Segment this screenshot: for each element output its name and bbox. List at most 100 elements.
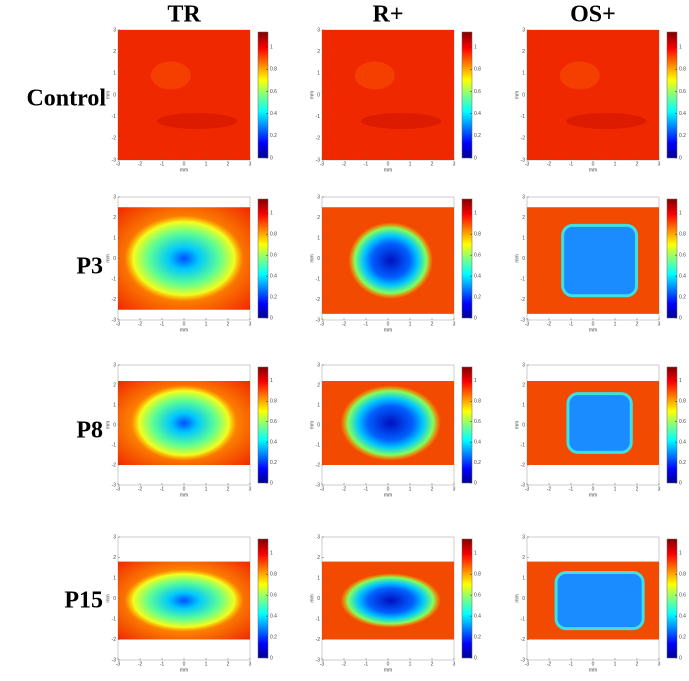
- x-tick-label: -1: [160, 661, 165, 667]
- x-tick-label: -1: [160, 161, 165, 167]
- x-tick-label: -2: [138, 321, 143, 327]
- x-tick-label: -2: [342, 486, 347, 492]
- colorbar-tick-label: 0.2: [270, 294, 277, 300]
- y-axis-label: mm: [309, 91, 315, 99]
- y-axis-label: mm: [514, 594, 520, 602]
- colorbar-tick-label: 1: [679, 44, 682, 50]
- y-tick-label: -3: [316, 317, 321, 323]
- colorbar-tick-label: 0.6: [474, 419, 481, 425]
- y-tick-label: -3: [112, 317, 117, 323]
- colorbar-tick-label: 0.4: [270, 273, 277, 279]
- colorbar-tick-label: 0.8: [679, 572, 686, 578]
- lesion: [566, 392, 633, 454]
- colorbar-tick-label: 0.6: [679, 252, 686, 258]
- colorbar: [666, 31, 678, 159]
- y-tick-label: -3: [521, 482, 526, 488]
- x-tick-label: -2: [547, 486, 552, 492]
- y-tick-label: 2: [317, 382, 320, 388]
- colorbar-tick-label: 0.2: [474, 634, 481, 640]
- y-tick-label: 1: [113, 235, 116, 241]
- y-tick-label: -1: [316, 114, 321, 120]
- x-tick-label: 2: [227, 161, 230, 167]
- y-tick-label: 3: [113, 194, 116, 200]
- colorbar-tick-label: 0: [679, 480, 682, 486]
- colorbar-tick-label: 0: [679, 315, 682, 321]
- colorbar: [257, 538, 269, 659]
- y-tick-label: 1: [113, 575, 116, 581]
- x-tick-label: 1: [205, 321, 208, 327]
- colorbar-tick-label: 1: [474, 551, 477, 557]
- x-tick-label: -1: [364, 161, 369, 167]
- colorbar-tick-label: 0: [679, 655, 682, 661]
- y-tick-label: -1: [316, 442, 321, 448]
- y-tick-label: 1: [317, 235, 320, 241]
- colorbar-tick-label: 0.8: [270, 232, 277, 238]
- x-tick-label: 3: [453, 661, 456, 667]
- colorbar-tick-label: 1: [270, 551, 273, 557]
- colorbar-tick-label: 0: [270, 655, 273, 661]
- colorbar-tick-label: 0.6: [270, 89, 277, 95]
- y-tick-label: 0: [317, 422, 320, 428]
- x-axis-label: mm: [180, 492, 188, 498]
- colorbar-tick-label: 1: [270, 378, 273, 384]
- lesion: [554, 571, 645, 631]
- x-tick-label: 0: [592, 486, 595, 492]
- y-tick-label: 2: [522, 555, 525, 561]
- y-tick-label: 0: [113, 256, 116, 262]
- colorbar-tick-label: 0.8: [270, 67, 277, 73]
- x-tick-label: 0: [387, 161, 390, 167]
- colorbar-tick-label: 0.4: [270, 439, 277, 445]
- y-tick-label: 0: [113, 422, 116, 428]
- column-title: TR: [167, 2, 201, 28]
- y-tick-label: -2: [112, 462, 117, 468]
- x-tick-label: -2: [342, 661, 347, 667]
- colorbar-tick-label: 0: [474, 155, 477, 161]
- y-tick-label: 3: [113, 362, 116, 368]
- lesion: [131, 385, 237, 461]
- colorbar: [257, 366, 269, 484]
- x-tick-label: 1: [205, 161, 208, 167]
- y-tick-label: 1: [113, 71, 116, 77]
- y-tick-label: -2: [112, 297, 117, 303]
- colorbar-tick-label: 1: [679, 211, 682, 217]
- heat-patch: [566, 113, 647, 129]
- y-tick-label: 1: [317, 575, 320, 581]
- x-tick-label: 3: [249, 661, 252, 667]
- y-tick-label: -1: [112, 276, 117, 282]
- colorbar-tick-label: 0: [270, 155, 273, 161]
- x-tick-label: 2: [431, 161, 434, 167]
- lesion: [124, 569, 244, 632]
- y-tick-label: -2: [112, 637, 117, 643]
- y-tick-label: 1: [522, 235, 525, 241]
- y-tick-label: 2: [113, 215, 116, 221]
- x-tick-label: 1: [614, 321, 617, 327]
- colorbar-tick-label: 0.2: [270, 133, 277, 139]
- x-tick-label: 3: [453, 161, 456, 167]
- x-axis-label: mm: [589, 492, 597, 498]
- heatmap: [322, 30, 454, 160]
- x-tick-label: -3: [525, 486, 530, 492]
- x-tick-label: 0: [387, 321, 390, 327]
- y-tick-label: -2: [316, 637, 321, 643]
- x-tick-label: -1: [364, 486, 369, 492]
- x-axis-label: mm: [589, 167, 597, 173]
- x-tick-label: -3: [525, 161, 530, 167]
- y-tick-label: -1: [112, 114, 117, 120]
- y-tick-label: 2: [317, 555, 320, 561]
- x-tick-label: 0: [183, 321, 186, 327]
- colorbar-tick-label: 0.8: [474, 572, 481, 578]
- colorbar-tick-label: 0.6: [474, 89, 481, 95]
- y-tick-label: -1: [521, 114, 526, 120]
- x-tick-label: -2: [138, 661, 143, 667]
- colorbar-tick-label: 1: [679, 551, 682, 557]
- y-tick-label: 0: [522, 256, 525, 262]
- x-tick-label: 1: [409, 321, 412, 327]
- x-tick-label: -3: [116, 486, 121, 492]
- x-tick-label: -3: [320, 661, 325, 667]
- y-tick-label: -2: [316, 136, 321, 142]
- y-tick-label: 3: [317, 194, 320, 200]
- x-tick-label: 0: [183, 486, 186, 492]
